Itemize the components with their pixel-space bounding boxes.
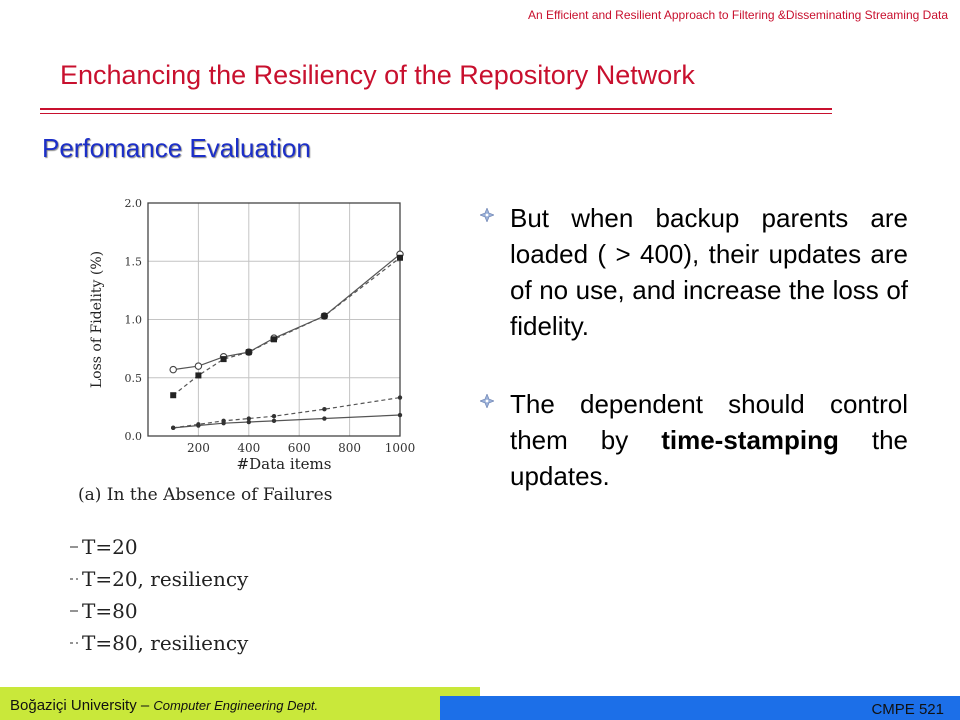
section-heading: Perfomance Evaluation	[42, 133, 311, 163]
legend-label: T=80	[82, 599, 138, 623]
y-axis-label: Loss of Fidelity (%)	[89, 251, 105, 388]
x-axis-label: #Data items	[237, 455, 332, 473]
footer-blue-bar	[440, 696, 960, 720]
deck-title: An Efficient and Resilient Approach to F…	[528, 8, 948, 22]
data-point	[322, 416, 327, 421]
plot-frame	[147, 202, 401, 437]
university-name: Boğaziçi University –	[10, 697, 154, 714]
data-point	[246, 419, 251, 425]
series-line	[173, 253, 401, 371]
x-tick-label: 800	[338, 441, 361, 455]
data-point	[169, 365, 177, 374]
data-point	[397, 395, 403, 400]
chart-caption: (a) In the Absence of Failures	[78, 485, 332, 505]
bullet-item: The dependent should control them by tim…	[480, 386, 908, 494]
y-tick-label: 1.0	[125, 314, 143, 327]
x-tick-label: 200	[187, 441, 210, 455]
data-point	[220, 356, 227, 363]
data-point	[271, 336, 277, 343]
series-line	[173, 414, 401, 429]
x-tick-label: 400	[237, 441, 260, 455]
legend-label: T=20, resiliency	[82, 567, 249, 591]
diamond-bullet-icon	[480, 394, 494, 408]
data-point	[321, 313, 328, 320]
y-tick-label: 1.5	[125, 255, 143, 268]
data-point	[221, 418, 226, 424]
bullet-text: the updates.	[510, 425, 908, 491]
bullet-text: But when backup parents are loaded ( > 4…	[510, 203, 908, 341]
data-point	[195, 372, 202, 379]
bullet-text: The dependent should control them by	[510, 389, 908, 455]
bullet-list: But when backup parents are loaded ( > 4…	[480, 200, 908, 536]
data-point	[246, 416, 251, 421]
bullet-emphasis: time-stamping	[661, 425, 839, 455]
fidelity-chart: 0.0 0.5 1.0 1.5 2.0 200 400 600 800 1000 #Data ite…	[70, 197, 416, 655]
data-point	[397, 412, 403, 418]
series-line	[172, 257, 401, 396]
data-point	[245, 349, 252, 356]
x-tick-label: 600	[288, 441, 311, 455]
data-point	[271, 413, 277, 419]
y-tick-label: 0.0	[125, 430, 143, 443]
legend-label: T=20	[82, 535, 138, 559]
title-rule	[40, 108, 832, 114]
data-point	[170, 392, 177, 399]
x-tick-label: 1000	[385, 441, 416, 455]
footer-university: Boğaziçi University – Computer Engineeri…	[10, 697, 318, 714]
data-point	[171, 425, 176, 431]
bullet-item: But when backup parents are loaded ( > 4…	[480, 200, 908, 344]
data-point	[397, 254, 403, 261]
legend-label: T=80, resiliency	[82, 631, 249, 655]
footer-green-bar	[0, 687, 480, 720]
course-code: CMPE 521	[871, 701, 944, 718]
diamond-bullet-icon	[480, 208, 494, 222]
slide-title: Enchancing the Resiliency of the Reposit…	[60, 60, 695, 90]
department-name: Computer Engineering Dept.	[153, 698, 319, 713]
data-point	[322, 407, 327, 412]
series-line	[173, 396, 401, 429]
y-tick-label: 2.0	[125, 197, 143, 210]
data-point	[271, 418, 277, 424]
data-point	[194, 362, 203, 370]
data-point	[196, 422, 201, 427]
y-tick-label: 0.5	[125, 372, 143, 385]
